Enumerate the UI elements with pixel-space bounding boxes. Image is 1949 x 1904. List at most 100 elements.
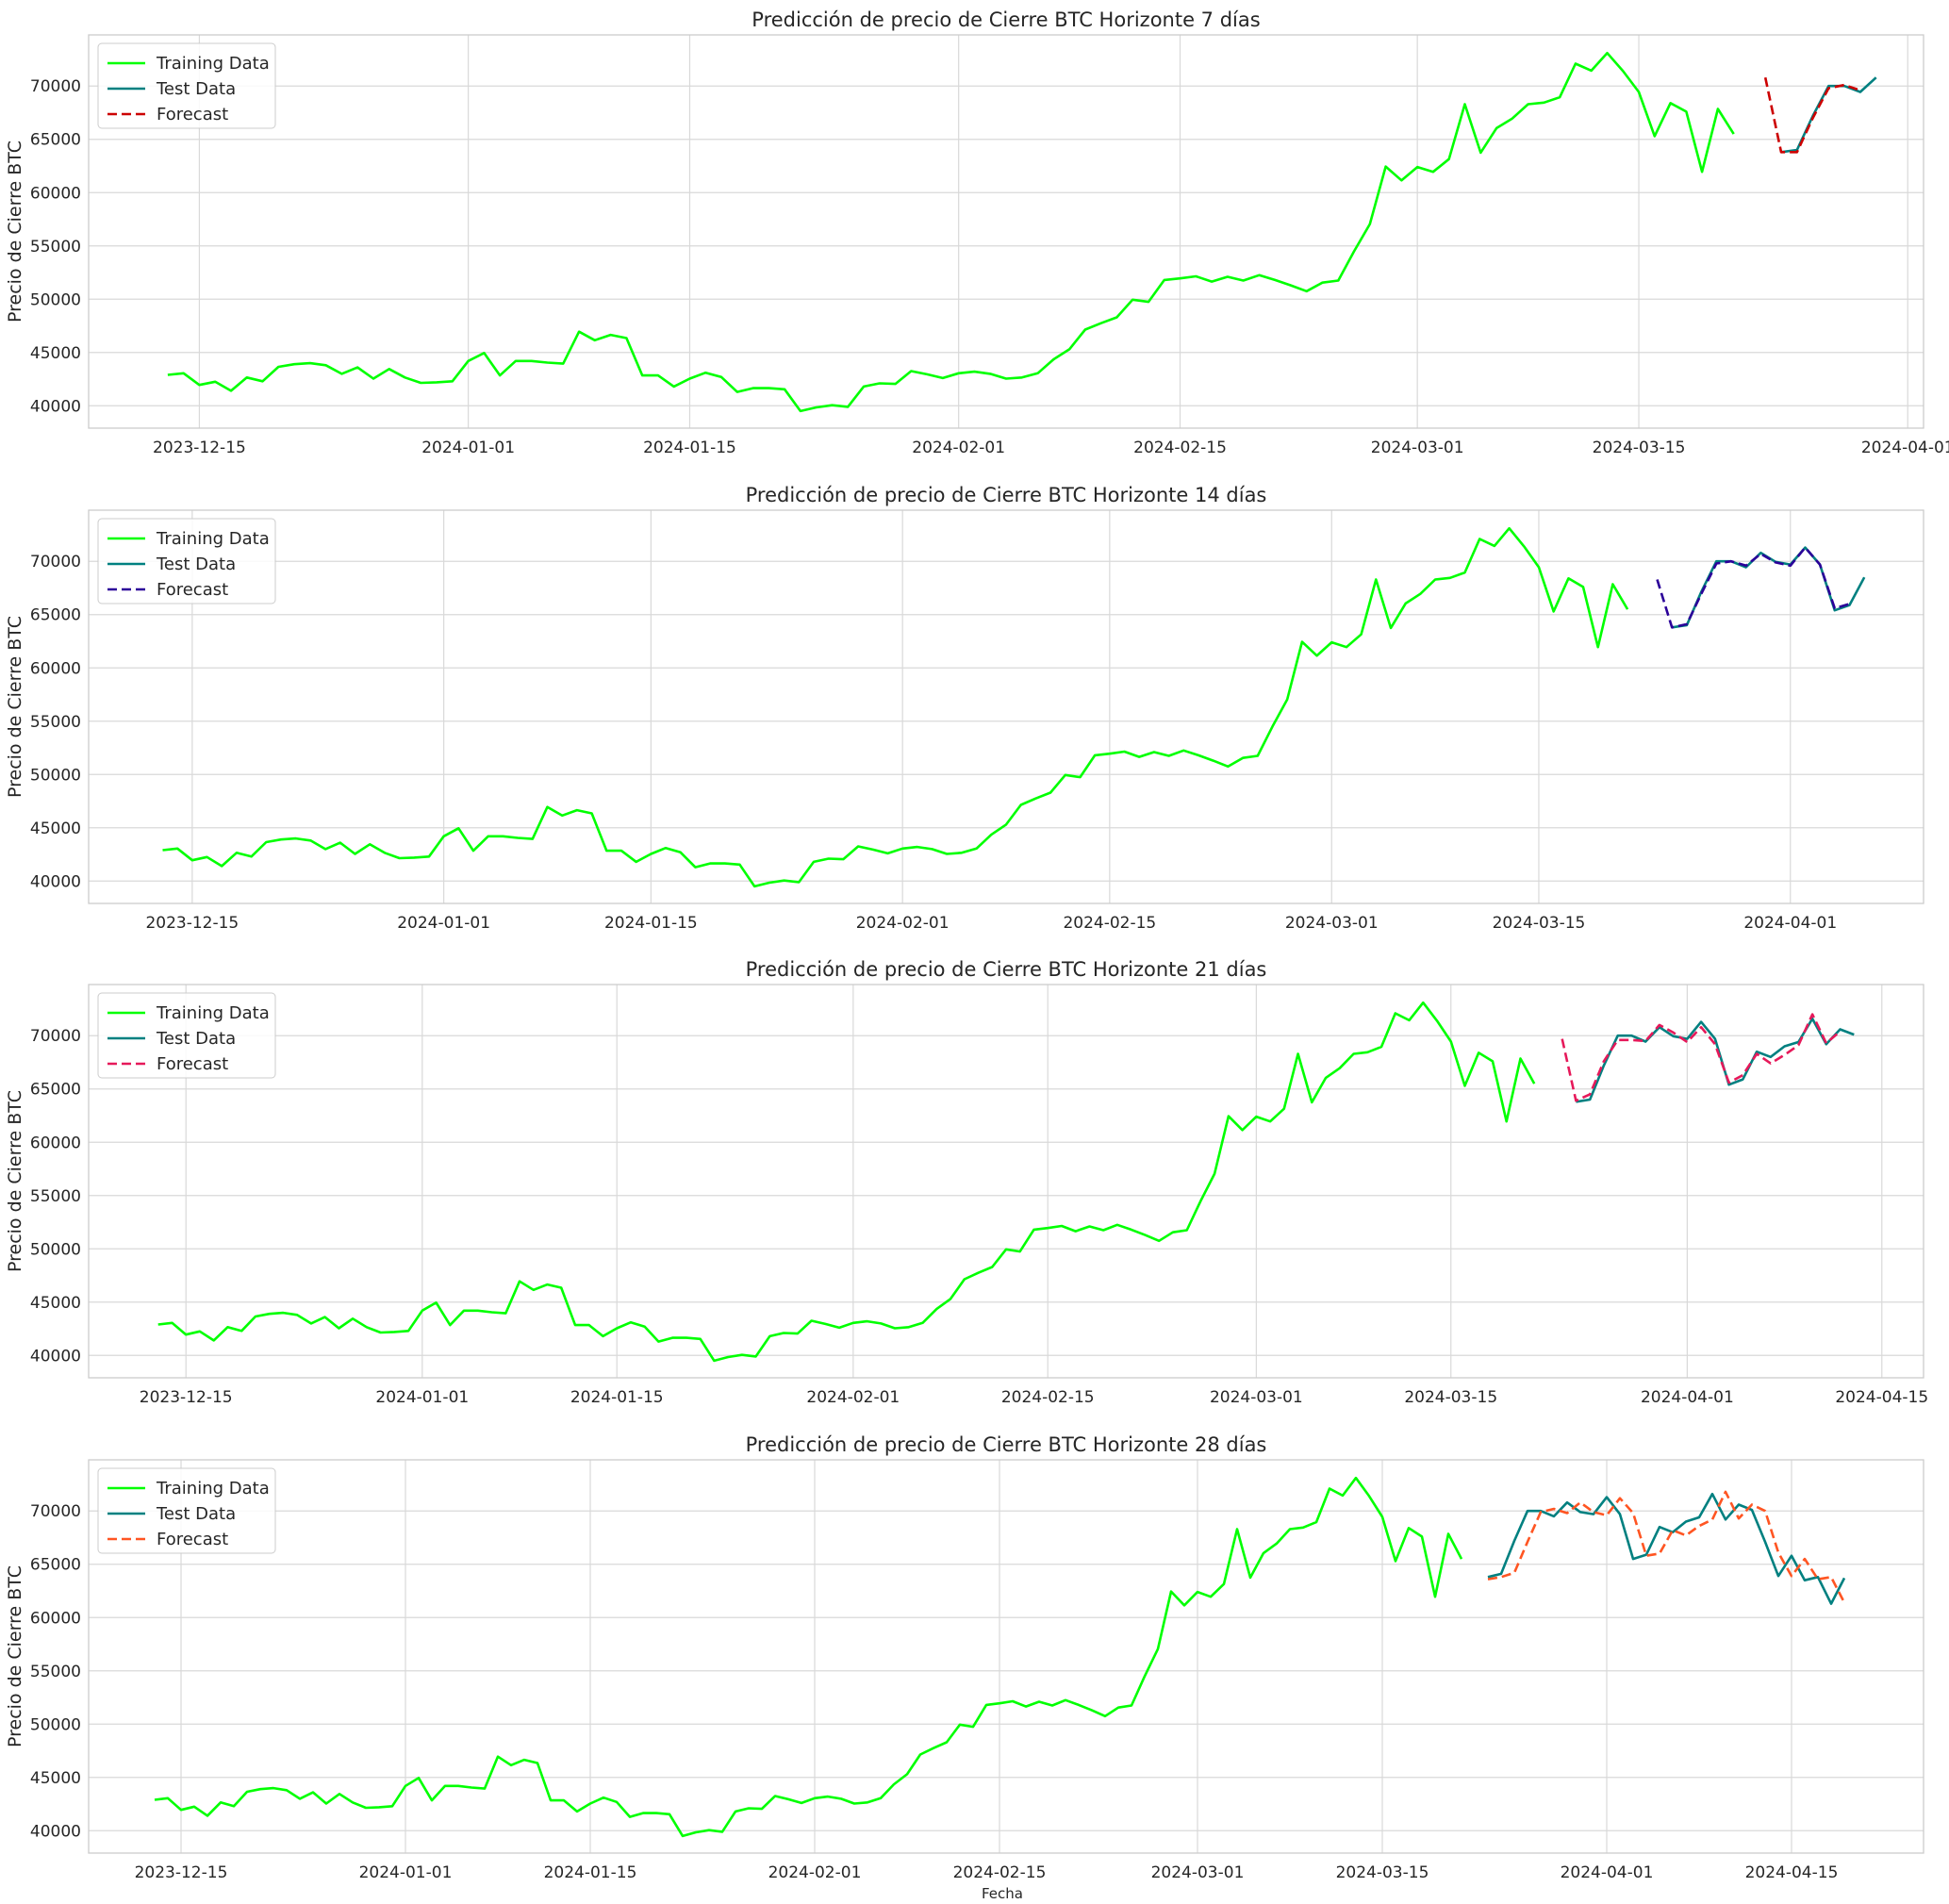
legend-training-label: Training Data	[156, 529, 270, 549]
training-data-line	[157, 1001, 1536, 1363]
subplot-horizonte-21: 40000 45000 50000 55000 60000 65000 70000 2023-…	[5, 958, 1928, 1407]
x-tick-label: 2024-03-15	[1593, 439, 1686, 457]
x-tick-label: 2024-01-01	[421, 439, 515, 457]
y-tick-label: 65000	[30, 131, 81, 150]
y-tick-label: 40000	[30, 1822, 81, 1841]
x-tick-label: 2024-01-01	[359, 1863, 453, 1882]
forecast-line	[1487, 1490, 1846, 1603]
y-tick-label: 40000	[30, 872, 81, 891]
legend: Training Data Test Data Forecast	[97, 1467, 276, 1554]
plot-area	[89, 1460, 1924, 1853]
subplot-horizonte-14: 40000 45000 50000 55000 60000 65000 70000 2023-…	[5, 484, 1924, 933]
y-tick-label: 55000	[30, 713, 81, 732]
y-tick-label: 60000	[30, 1134, 81, 1152]
legend-test-label: Test Data	[156, 1504, 236, 1524]
x-tick-label: 2024-03-15	[1336, 1863, 1429, 1882]
y-tick-label: 50000	[30, 766, 81, 785]
x-tick-label: 2023-12-15	[135, 1863, 228, 1882]
y-tick-label: 60000	[30, 659, 81, 678]
axes-frame	[88, 984, 1924, 1379]
subplot-horizonte-28: 40000 45000 50000 55000 60000 65000 70000 2023-…	[5, 1433, 1924, 1882]
y-tick-label: 40000	[30, 397, 81, 416]
chart-title: Predicción de precio de Cierre BTC Horiz…	[746, 484, 1267, 506]
y-axis-label: Precio de Cierre BTC	[5, 616, 25, 798]
x-tick-label: 2024-02-15	[1063, 914, 1156, 933]
chart-title: Predicción de precio de Cierre BTC Horiz…	[746, 958, 1267, 981]
axes-frame	[88, 509, 1924, 904]
figure-xlabel: Fecha	[982, 1885, 1023, 1902]
x-tick-label: 2024-02-01	[768, 1863, 862, 1882]
x-tick-label: 2024-02-01	[806, 1388, 900, 1407]
y-tick-label: 50000	[30, 1715, 81, 1734]
y-tick-label: 45000	[30, 1769, 81, 1788]
y-tick-label: 45000	[30, 344, 81, 363]
x-tick-label: 2023-12-15	[145, 914, 239, 933]
x-tick-label: 2024-03-15	[1493, 914, 1586, 933]
y-tick-label: 50000	[30, 290, 81, 309]
x-tick-label: 2023-12-15	[140, 1388, 233, 1407]
legend-training-label: Training Data	[156, 1479, 270, 1498]
y-tick-label: 55000	[30, 1663, 81, 1681]
y-axis-label: Precio de Cierre BTC	[5, 141, 25, 323]
chart-title: Predicción de precio de Cierre BTC Horiz…	[746, 1433, 1267, 1456]
x-tick-label: 2024-04-01	[1743, 914, 1837, 933]
x-tick-label: 2024-03-01	[1371, 439, 1464, 457]
x-tick-label: 2024-02-01	[912, 439, 1005, 457]
y-tick-label: 45000	[30, 820, 81, 838]
y-tick-label: 70000	[30, 1027, 81, 1046]
legend: Training Data Test Data Forecast	[97, 518, 276, 604]
y-tick-label: 40000	[30, 1347, 81, 1366]
x-tick-label: 2024-04-01	[1641, 1388, 1734, 1407]
y-tick-label: 70000	[30, 77, 81, 96]
legend-forecast-label: Forecast	[157, 105, 228, 124]
legend-training-label: Training Data	[156, 1003, 270, 1023]
plot-area	[89, 985, 1924, 1378]
legend: Training Data Test Data Forecast	[97, 992, 276, 1079]
y-tick-label: 60000	[30, 184, 81, 203]
x-tick-label: 2024-03-01	[1151, 1863, 1245, 1882]
y-tick-label: 50000	[30, 1240, 81, 1259]
training-data-line	[154, 1476, 1463, 1838]
x-tick-label: 2024-02-15	[953, 1863, 1047, 1882]
y-tick-label: 45000	[30, 1294, 81, 1313]
axes-frame	[88, 34, 1924, 429]
x-tick-label: 2024-02-15	[1001, 1388, 1095, 1407]
training-data-line	[167, 51, 1735, 413]
x-tick-label: 2024-01-01	[375, 1388, 469, 1407]
x-tick-label: 2024-01-15	[544, 1863, 637, 1882]
x-tick-label: 2024-03-15	[1404, 1388, 1497, 1407]
x-tick-label: 2024-02-15	[1133, 439, 1227, 457]
x-tick-label: 2024-04-15	[1745, 1863, 1839, 1882]
axes-frame	[88, 1459, 1924, 1854]
x-tick-label: 2023-12-15	[153, 439, 246, 457]
y-tick-label: 70000	[30, 1502, 81, 1521]
legend-test-label: Test Data	[156, 555, 236, 574]
x-tick-label: 2024-04-15	[1835, 1388, 1928, 1407]
forecast-line	[1656, 546, 1850, 629]
plot-area	[89, 35, 1924, 428]
test-data-line	[1487, 1492, 1846, 1605]
x-tick-label: 2024-02-01	[856, 914, 950, 933]
y-tick-label: 55000	[30, 1187, 81, 1206]
y-tick-label: 60000	[30, 1609, 81, 1628]
legend-box	[97, 42, 276, 129]
subplot-horizonte-7: 40000 45000 50000 55000 60000 65000 70000 2023-…	[5, 8, 1949, 457]
chart-title: Predicción de precio de Cierre BTC Horiz…	[752, 8, 1260, 31]
legend-box	[97, 518, 276, 604]
legend-forecast-label: Forecast	[157, 1530, 228, 1549]
y-tick-label: 70000	[30, 553, 81, 571]
legend-test-label: Test Data	[156, 1029, 236, 1049]
x-tick-label: 2024-01-01	[397, 914, 490, 933]
forecast-line	[1561, 1013, 1842, 1102]
y-axis-label: Precio de Cierre BTC	[5, 1565, 25, 1747]
forecast-line	[1763, 76, 1861, 154]
legend-test-label: Test Data	[156, 79, 236, 99]
x-tick-label: 2024-03-01	[1285, 914, 1379, 933]
y-tick-label: 65000	[30, 606, 81, 625]
legend-box	[97, 1467, 276, 1554]
legend-box	[97, 992, 276, 1079]
legend-forecast-label: Forecast	[157, 580, 228, 600]
plot-area	[89, 510, 1924, 903]
y-tick-label: 55000	[30, 238, 81, 257]
